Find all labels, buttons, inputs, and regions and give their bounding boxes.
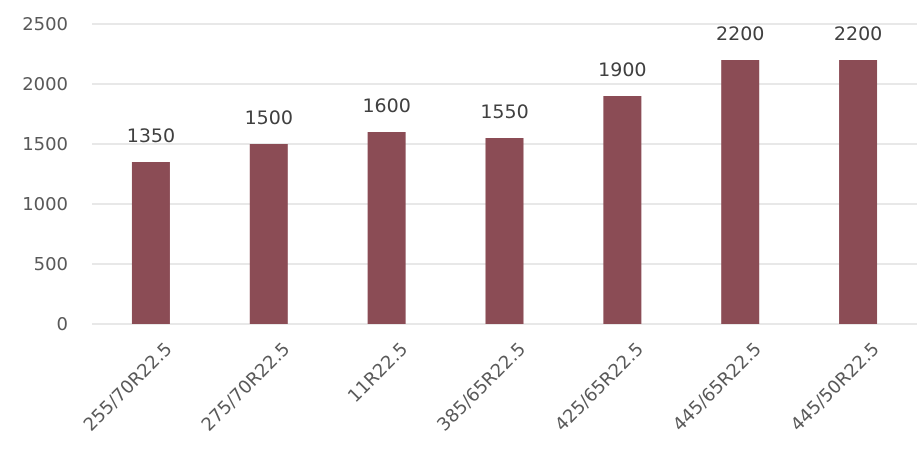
data-label: 1550 [480,101,528,123]
data-label: 1600 [362,95,410,117]
x-tick-label: 275/70R22.5 [198,339,295,436]
x-tick-label: 385/65R22.5 [433,339,530,436]
y-tick-label: 500 [34,254,68,275]
bar [603,96,642,324]
data-label: 2200 [834,23,882,45]
bar [721,60,760,324]
bar [249,144,288,324]
y-tick-label: 2500 [22,14,68,35]
bar [485,138,524,324]
bars [131,60,878,324]
x-tick-label: 255/70R22.5 [80,339,177,436]
x-tick-label: 445/50R22.5 [787,339,884,436]
y-axis: 0 500 1000 1500 2000 2500 [22,14,68,335]
x-axis: 255/70R22.5 275/70R22.5 11R22.5 385/65R22.5… [80,339,884,436]
data-label: 1900 [598,59,646,81]
y-tick-label: 2000 [22,74,68,95]
bar [367,132,406,324]
data-label: 1350 [127,125,175,147]
bar [131,162,170,324]
y-tick-label: 1000 [22,194,68,215]
y-tick-label: 1500 [22,134,68,155]
data-labels: 1350 1500 1600 1550 1900 2200 2200 [127,23,883,147]
data-label: 2200 [716,23,764,45]
data-label: 1500 [245,107,293,129]
x-tick-label: 425/65R22.5 [551,339,648,436]
x-tick-label: 445/65R22.5 [669,339,766,436]
bar [839,60,878,324]
y-tick-label: 0 [57,314,68,335]
x-tick-label: 11R22.5 [344,339,412,407]
